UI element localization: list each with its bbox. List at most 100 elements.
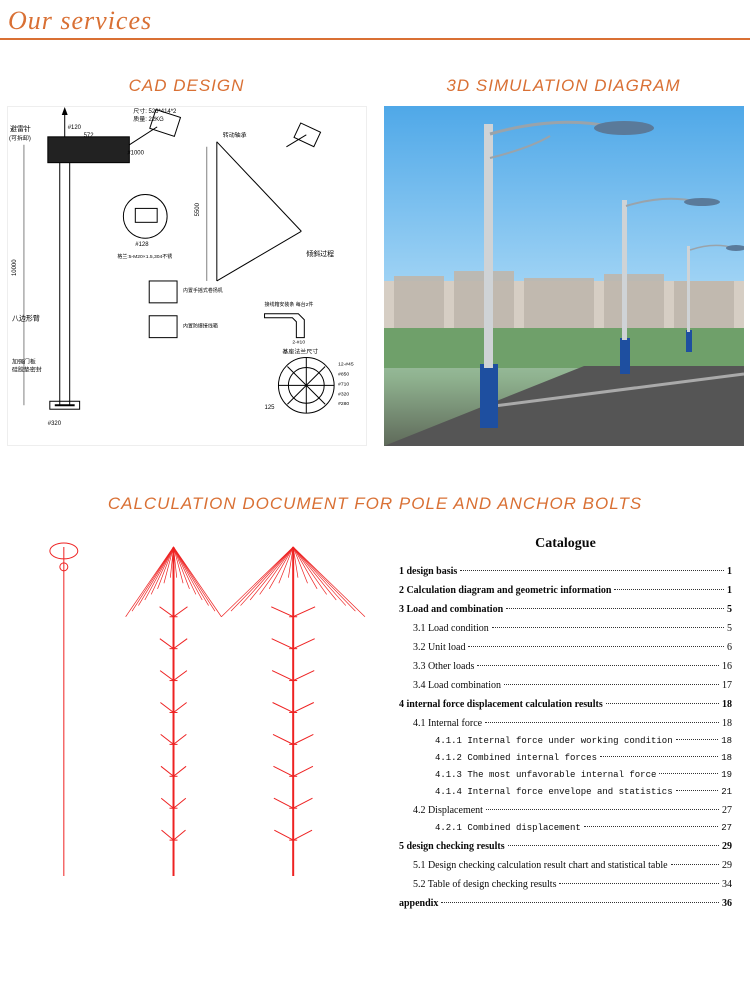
svg-text:格兰:5-M20×1.5,304不锈: 格兰:5-M20×1.5,304不锈	[117, 253, 172, 260]
sim-svg	[384, 106, 744, 446]
services-row-top: CAD DESIGN 避雷针 (可拆卸) 尺寸: 526*414*2 质量:	[0, 76, 750, 446]
toc-page: 5	[727, 619, 732, 638]
calc-svg	[4, 527, 373, 896]
svg-text:10000: 10000	[12, 259, 18, 276]
svg-text:转动轴承: 转动轴承	[222, 131, 246, 139]
toc-label: 4 internal force displacement calculatio…	[399, 695, 603, 714]
svg-text:内置手摇式卷扬机: 内置手摇式卷扬机	[183, 287, 223, 294]
svg-text:#1000: #1000	[127, 151, 144, 157]
toc-label: 3.4 Load combination	[413, 676, 501, 695]
svg-text:#850: #850	[338, 371, 349, 377]
svg-text:质量: 22KG: 质量: 22KG	[133, 115, 164, 123]
toc-line: 4.1.1 Internal force under working condi…	[399, 733, 732, 750]
toc-page: 5	[727, 600, 732, 619]
catalogue-toc: 1 design basis 1 2 Calculation diagram and…	[399, 562, 732, 913]
toc-dots	[676, 739, 719, 740]
toc-label: 5.1 Design checking calculation result c…	[413, 856, 668, 875]
toc-line: 1 design basis 1	[399, 562, 732, 581]
toc-page: 1	[727, 562, 732, 581]
toc-label: 4.2 Displacement	[413, 801, 483, 820]
toc-dots	[506, 608, 724, 609]
toc-label: 5 design checking results	[399, 837, 505, 856]
toc-label: 2 Calculation diagram and geometric info…	[399, 581, 611, 600]
catalogue-title: Catalogue	[399, 536, 732, 552]
toc-line: 3.3 Other loads16	[399, 657, 732, 676]
toc-dots	[659, 773, 718, 774]
toc-page: 34	[722, 875, 732, 894]
svg-text:#120: #120	[67, 125, 81, 131]
svg-text:接线箱安装条 每台2件: 接线箱安装条 每台2件	[264, 301, 313, 308]
toc-line: 3.4 Load combination 17	[399, 676, 732, 695]
toc-label: 4.1.1 Internal force under working condi…	[435, 733, 673, 750]
toc-page: 29	[722, 856, 732, 875]
toc-line: 4.2 Displacement 27	[399, 801, 732, 820]
cad-label: CAD DESIGN	[129, 76, 245, 96]
svg-text:#280: #280	[338, 401, 349, 407]
toc-page: 27	[722, 801, 732, 820]
sim-column: 3D SIMULATION DIAGRAM	[381, 76, 746, 446]
cad-svg: 避雷针 (可拆卸) 尺寸: 526*414*2 质量: 22KG 572 #10…	[8, 107, 366, 445]
toc-dots	[485, 722, 719, 723]
toc-line: 4.1.3 The most unfavorable internal forc…	[399, 767, 732, 784]
toc-dots	[441, 902, 719, 903]
svg-text:避雷针: 避雷针	[10, 124, 31, 133]
toc-page: 21	[721, 784, 732, 801]
toc-label: 4.1 Internal force	[413, 714, 482, 733]
toc-page: 18	[722, 714, 732, 733]
toc-line: 4.2.1 Combined displacement27	[399, 820, 732, 837]
toc-dots	[492, 627, 724, 628]
svg-text:12-#45: 12-#45	[338, 361, 354, 367]
toc-label: 1 design basis	[399, 562, 457, 581]
toc-label: 4.1.3 The most unfavorable internal forc…	[435, 767, 656, 784]
svg-text:尺寸: 526*414*2: 尺寸: 526*414*2	[133, 107, 177, 115]
svg-text:#128: #128	[135, 242, 149, 248]
toc-label: 5.2 Table of design checking results	[413, 875, 557, 894]
toc-label: 3.1 Load condition	[413, 619, 489, 638]
toc-label: 4.2.1 Combined displacement	[435, 820, 581, 837]
svg-text:倾斜过程: 倾斜过程	[306, 249, 334, 258]
toc-dots	[477, 665, 719, 666]
svg-text:#320: #320	[47, 421, 61, 427]
svg-text:#320: #320	[338, 391, 349, 397]
toc-dots	[600, 756, 718, 757]
toc-line: 3 Load and combination 5	[399, 600, 732, 619]
toc-dots	[671, 864, 719, 865]
toc-page: 29	[722, 837, 732, 856]
calc-label: CALCULATION DOCUMENT FOR POLE AND ANCHOR…	[0, 494, 750, 514]
svg-text:2-#10: 2-#10	[292, 340, 305, 346]
toc-line: 5.2 Table of design checking results 34	[399, 875, 732, 894]
toc-line: appendix 36	[399, 894, 732, 913]
svg-text:内置防爆接线箱: 内置防爆接线箱	[183, 323, 218, 330]
svg-text:八边形臂: 八边形臂	[12, 314, 40, 323]
toc-label: appendix	[399, 894, 438, 913]
cad-column: CAD DESIGN 避雷针 (可拆卸) 尺寸: 526*414*2 质量:	[4, 76, 369, 446]
toc-page: 1	[727, 581, 732, 600]
toc-line: 3.2 Unit load6	[399, 638, 732, 657]
toc-page: 36	[722, 894, 732, 913]
page-title: Our services	[0, 0, 750, 40]
toc-line: 4.1 Internal force 18	[399, 714, 732, 733]
toc-page: 18	[721, 733, 732, 750]
toc-page: 19	[721, 767, 732, 784]
svg-text:基座法兰尺寸: 基座法兰尺寸	[282, 348, 318, 356]
toc-dots	[614, 589, 724, 590]
toc-line: 2 Calculation diagram and geometric info…	[399, 581, 732, 600]
toc-page: 6	[727, 638, 732, 657]
toc-label: 3.3 Other loads	[413, 657, 474, 676]
simulation-render	[384, 106, 744, 446]
svg-text:(可拆卸): (可拆卸)	[9, 134, 31, 142]
toc-label: 4.1.4 Internal force envelope and statis…	[435, 784, 673, 801]
toc-dots	[504, 684, 719, 685]
svg-text:硅胶垫密封: 硅胶垫密封	[12, 365, 42, 373]
toc-dots	[460, 570, 724, 571]
toc-page: 18	[721, 750, 732, 767]
toc-label: 3 Load and combination	[399, 600, 503, 619]
toc-line: 4 internal force displacement calculatio…	[399, 695, 732, 714]
toc-page: 17	[722, 676, 732, 695]
toc-page: 18	[722, 695, 732, 714]
svg-text:#710: #710	[338, 381, 349, 387]
catalogue-panel: Catalogue 1 design basis 1 2 Calculation d…	[385, 526, 746, 896]
svg-text:572: 572	[83, 133, 94, 139]
toc-dots	[606, 703, 719, 704]
toc-line: 5 design checking results 29	[399, 837, 732, 856]
